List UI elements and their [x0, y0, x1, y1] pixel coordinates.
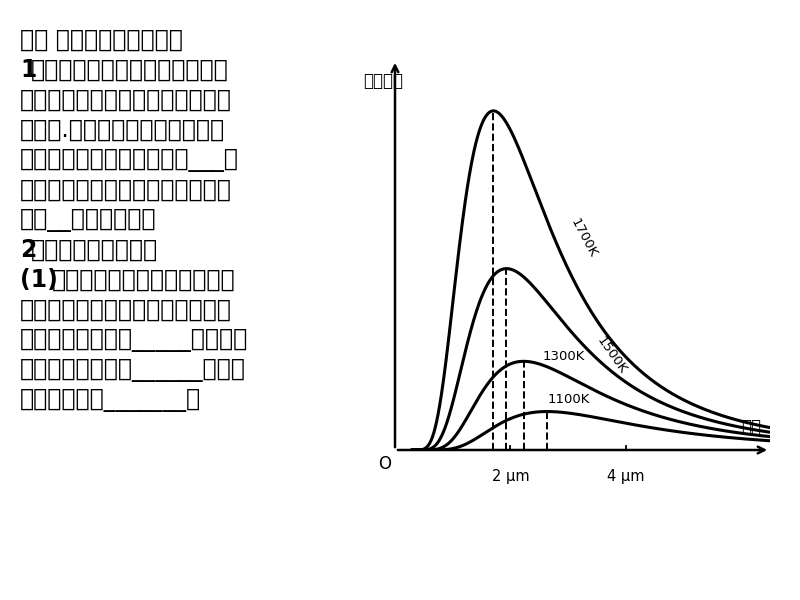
- Text: ，各种波长的辐射强度都有___；: ，各种波长的辐射强度都有___；: [20, 148, 239, 172]
- Text: 2: 2: [20, 238, 36, 262]
- Text: 从经典的电磁学和热学理论得: 从经典的电磁学和热学理论得: [51, 268, 235, 292]
- Text: 、与经典理论的冲突: 、与经典理论的冲突: [30, 238, 158, 262]
- Text: 1: 1: [20, 58, 36, 82]
- Text: 4 μm: 4 μm: [607, 469, 645, 484]
- Text: ，在长波区与实验_____。瑞利公: ，在长波区与实验_____。瑞利公: [20, 328, 248, 352]
- Text: 另一方面，辐射强度的极大值向波: 另一方面，辐射强度的极大值向波: [20, 178, 232, 202]
- Text: 1500K: 1500K: [594, 334, 630, 377]
- Text: (1): (1): [20, 268, 58, 292]
- Text: 2 μm: 2 μm: [491, 469, 529, 484]
- Text: O: O: [378, 455, 391, 473]
- Text: 长较__的方向移动。: 长较__的方向移动。: [20, 208, 157, 232]
- Text: 二、 黑体辐射的实验规律: 二、 黑体辐射的实验规律: [20, 28, 183, 52]
- Text: 式在长波区与实验______，但在: 式在长波区与实验______，但在: [20, 358, 246, 382]
- Text: 射强度都在某一波长处具有明显的: 射强度都在某一波长处具有明显的: [20, 88, 232, 112]
- Text: 1100K: 1100K: [548, 394, 590, 406]
- Text: 辐射强度: 辐射强度: [363, 72, 403, 89]
- Text: 1300K: 1300K: [542, 350, 585, 363]
- Text: 极大值.随着温度的升高，一方面: 极大值.随着温度的升高，一方面: [20, 118, 225, 142]
- Text: 波长: 波长: [742, 418, 762, 436]
- Text: 短波区与实验_______。: 短波区与实验_______。: [20, 388, 201, 412]
- Text: 、如图所示，对于每一温度，辐: 、如图所示，对于每一温度，辐: [30, 58, 228, 82]
- Text: 出的维恩公式在短波区与实验非常: 出的维恩公式在短波区与实验非常: [20, 298, 232, 322]
- Text: 1700K: 1700K: [568, 217, 599, 260]
